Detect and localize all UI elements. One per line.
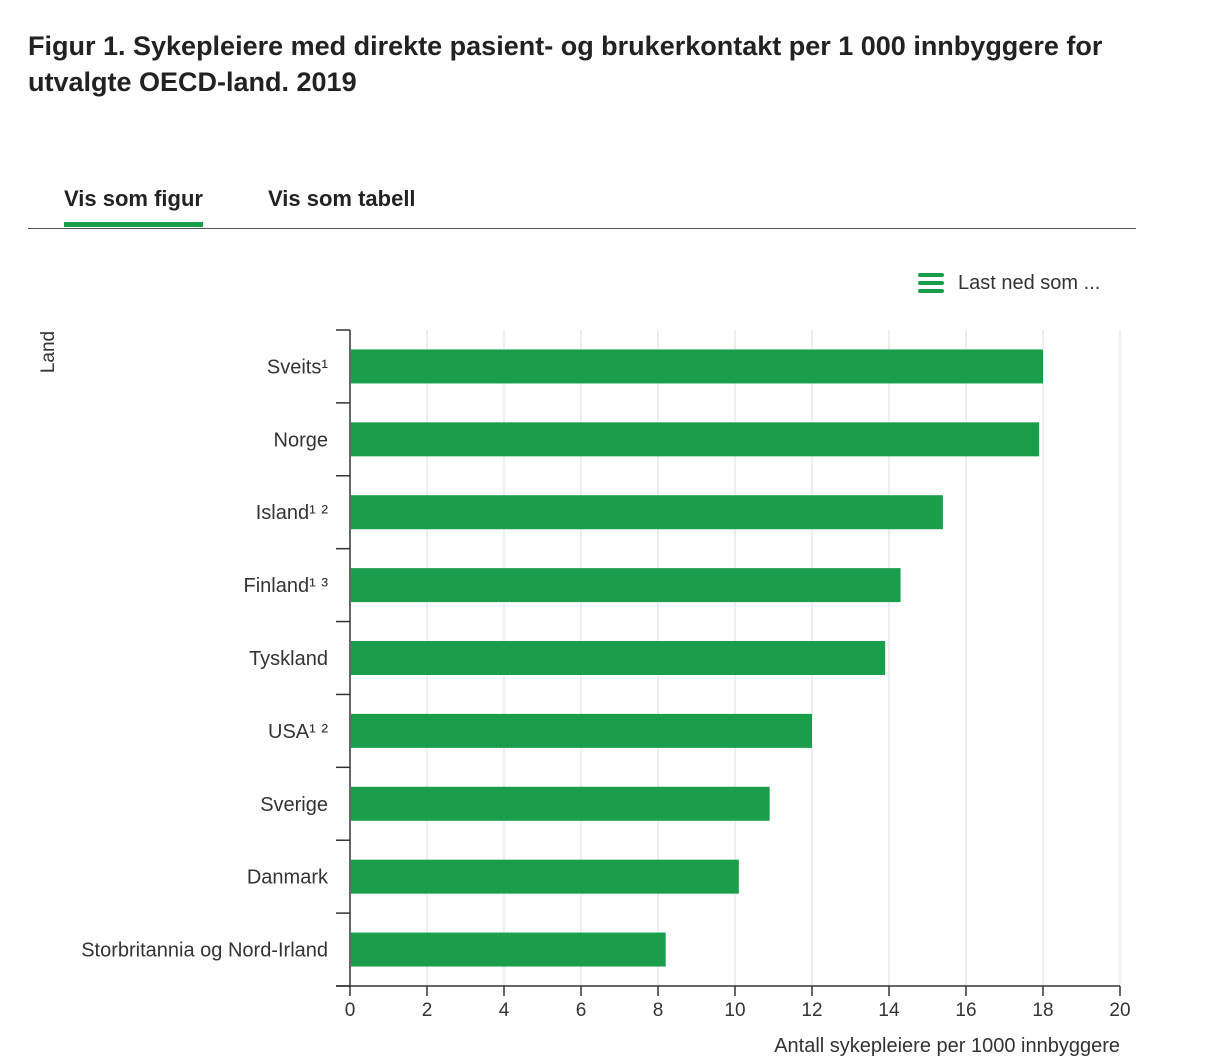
x-tick-label-10: 10 xyxy=(724,1000,745,1021)
category-label-1: Norge xyxy=(274,429,328,451)
bar-5 xyxy=(351,713,812,748)
category-label-6: Sverige xyxy=(260,794,328,816)
tab-label-tabell: Vis som tabell xyxy=(268,186,416,211)
x-tick-label-8: 8 xyxy=(653,1000,664,1021)
tab-vis-som-figur[interactable]: Vis som figur xyxy=(64,186,203,227)
bar-0 xyxy=(351,349,1043,384)
hamburger-menu-icon xyxy=(918,273,944,293)
category-label-7: Danmark xyxy=(247,867,329,889)
download-menu-button[interactable]: Last ned som ... xyxy=(918,266,1100,300)
tab-vis-som-tabell[interactable]: Vis som tabell xyxy=(268,186,416,212)
active-tab-indicator xyxy=(64,222,203,227)
bar-2 xyxy=(351,495,943,530)
category-label-2: Island¹ ² xyxy=(256,502,329,524)
bar-3 xyxy=(351,568,901,603)
x-tick-label-2: 2 xyxy=(422,1000,433,1021)
x-tick-label-20: 20 xyxy=(1109,1000,1130,1021)
y-axis-title: Land xyxy=(38,331,59,373)
figure-title: Figur 1. Sykepleiere med direkte pasient… xyxy=(28,31,1103,97)
view-tabs: Vis som figur Vis som tabell xyxy=(28,180,1136,229)
bar-7 xyxy=(351,859,739,894)
bar-8 xyxy=(351,932,666,967)
category-label-4: Tyskland xyxy=(249,648,328,670)
category-label-0: Sveits¹ xyxy=(267,356,328,378)
tab-label-figur: Vis som figur xyxy=(64,186,203,211)
bar-1 xyxy=(351,422,1040,457)
x-tick-label-0: 0 xyxy=(345,1000,356,1021)
category-label-3: Finland¹ ³ xyxy=(244,575,329,597)
category-label-8: Storbritannia og Nord-Irland xyxy=(81,940,328,962)
x-tick-label-4: 4 xyxy=(499,1000,510,1021)
x-axis-title: Antall sykepleiere per 1000 innbyggere xyxy=(774,1035,1120,1057)
bar-6 xyxy=(351,786,770,821)
download-label: Last ned som ... xyxy=(958,271,1101,294)
x-tick-label-16: 16 xyxy=(955,1000,976,1021)
x-tick-label-12: 12 xyxy=(801,1000,822,1021)
x-tick-label-18: 18 xyxy=(1032,1000,1053,1021)
category-label-5: USA¹ ² xyxy=(268,721,328,743)
bar-4 xyxy=(351,641,886,675)
x-tick-label-6: 6 xyxy=(576,1000,587,1021)
x-tick-label-14: 14 xyxy=(878,1000,900,1021)
